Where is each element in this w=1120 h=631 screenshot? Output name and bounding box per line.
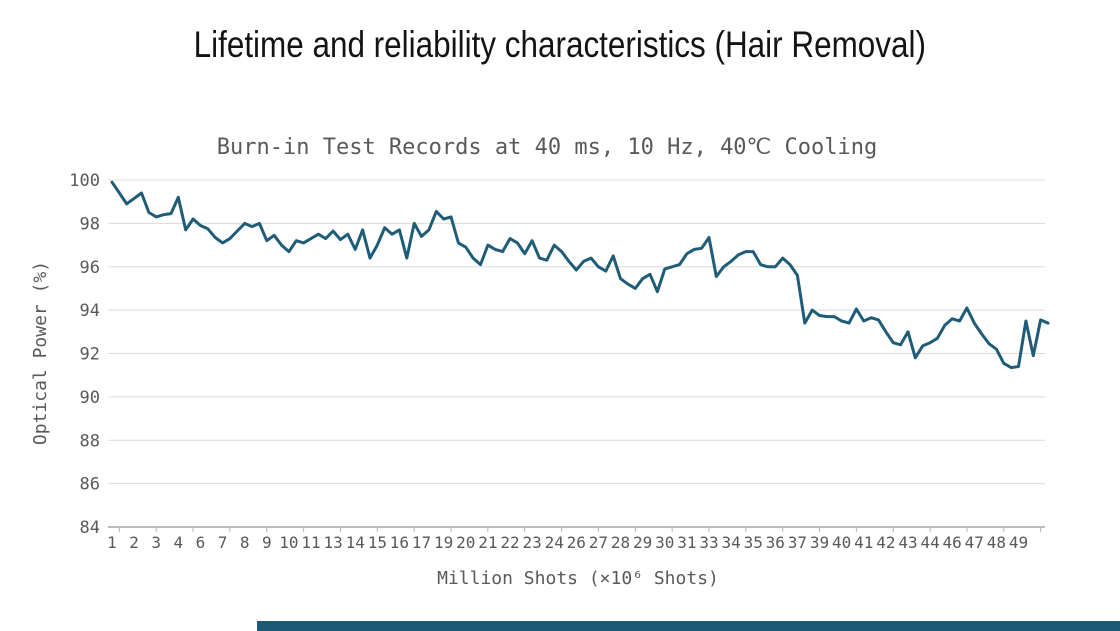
- y-tick-label: 94: [80, 301, 100, 321]
- x-tick-label: 23: [522, 533, 541, 552]
- x-tick-label: 10: [279, 533, 298, 552]
- y-tick-label: 86: [80, 475, 100, 495]
- x-tick-label: 30: [655, 533, 674, 552]
- x-tick-label: 17: [412, 533, 431, 552]
- x-tick-label: 36: [766, 533, 785, 552]
- x-tick-label: 8: [240, 533, 250, 552]
- y-tick-label: 84: [80, 518, 100, 538]
- x-tick-label: 43: [898, 533, 917, 552]
- x-tick-label: 24: [545, 533, 564, 552]
- x-tick-label: 19: [434, 533, 453, 552]
- x-tick-label: 3: [151, 533, 161, 552]
- x-tick-label: 13: [323, 533, 342, 552]
- x-tick-label: 33: [699, 533, 718, 552]
- grid-layer: [108, 179, 1045, 485]
- y-axis-title: Optical Power (%): [30, 261, 51, 445]
- y-tick-label: 88: [80, 431, 100, 451]
- page-title-text: Lifetime and reliability characteristics…: [193, 24, 927, 65]
- x-tick-label: 21: [478, 533, 497, 552]
- x-tick-label: 35: [744, 533, 763, 552]
- x-tick-label: 4: [174, 533, 184, 552]
- x-tick-label: 15: [368, 533, 387, 552]
- x-tick-label: 26: [567, 533, 586, 552]
- x-tick-label: 37: [788, 533, 807, 552]
- x-tick-label: 27: [589, 533, 608, 552]
- x-tick-label: 44: [920, 533, 939, 552]
- x-tick-label: 9: [262, 533, 272, 552]
- x-tick-label: 34: [721, 533, 740, 552]
- chart-subtitle: Burn-in Test Records at 40 ms, 10 Hz, 40…: [217, 135, 877, 160]
- x-tick-label: 29: [633, 533, 652, 552]
- y-tick-label: 100: [69, 171, 100, 191]
- x-tick-label: 7: [218, 533, 228, 552]
- horizontal-scrollbar-thumb[interactable]: [257, 621, 1120, 631]
- x-tick-label: 2: [129, 533, 139, 552]
- x-tick-label: 11: [301, 533, 320, 552]
- x-tick-label: 48: [987, 533, 1006, 552]
- y-tick-label: 90: [80, 388, 100, 408]
- y-tick-label: 92: [80, 345, 100, 365]
- x-tick-label: 28: [611, 533, 630, 552]
- series-layer: [110, 180, 1050, 370]
- x-tick-label: 42: [876, 533, 895, 552]
- x-axis-title: Million Shots (×10⁶ Shots): [437, 568, 719, 589]
- x-tick-label: 31: [677, 533, 696, 552]
- x-tick-label: 1: [107, 533, 117, 552]
- x-tick-label: 14: [346, 533, 365, 552]
- x-tick-label: 47: [965, 533, 984, 552]
- x-tick-label: 20: [456, 533, 475, 552]
- x-tick-label: 40: [832, 533, 851, 552]
- x-tick-label: 22: [500, 533, 519, 552]
- y-tick-label: 96: [80, 258, 100, 278]
- x-tick-label: 39: [810, 533, 829, 552]
- x-tick-label: 49: [1009, 533, 1028, 552]
- x-tick-label: 41: [854, 533, 873, 552]
- series-line: [110, 180, 1050, 370]
- y-tick-label: 98: [80, 214, 100, 234]
- x-tick-label: 6: [196, 533, 206, 552]
- x-tick-label: 16: [390, 533, 409, 552]
- page-title: Lifetime and reliability characteristics…: [0, 24, 1120, 66]
- x-tick-label: 46: [943, 533, 962, 552]
- axis-layer: [108, 526, 1045, 532]
